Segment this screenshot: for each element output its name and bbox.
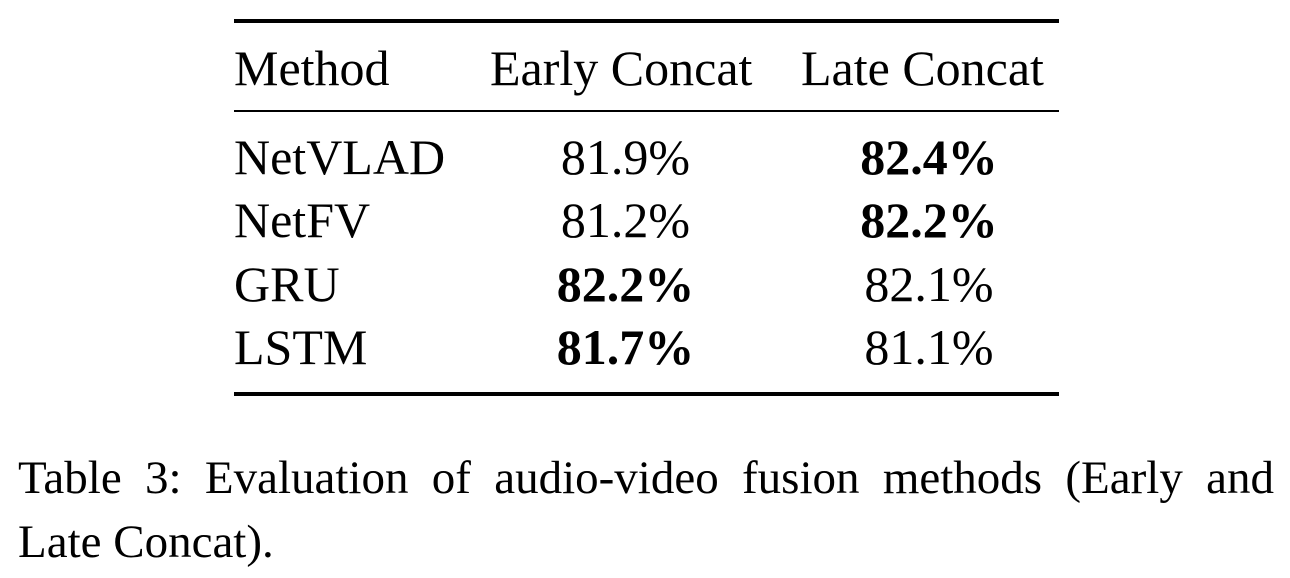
- late-concat-cell: 82.2%: [860, 192, 998, 248]
- header-late-concat: Late Concat: [801, 40, 1044, 96]
- early-concat-cell: 81.9%: [560, 129, 691, 185]
- method-cell: NetFV: [234, 192, 371, 248]
- late-concat-cell: 81.1%: [864, 319, 994, 375]
- early-concat-cell: 81.7%: [556, 319, 695, 375]
- early-concat-cell: 82.2%: [556, 256, 695, 312]
- table-top-rule: [234, 19, 1059, 23]
- late-concat-cell: 82.1%: [864, 256, 994, 312]
- header-method: Method: [234, 40, 390, 96]
- method-cell: NetVLAD: [234, 129, 446, 185]
- early-concat-cell: 81.2%: [560, 192, 691, 248]
- table-caption: Table 3: Evaluation of audio-video fusio…: [18, 452, 1274, 568]
- method-cell: LSTM: [234, 319, 368, 375]
- table-bottom-rule: [234, 392, 1059, 396]
- table-header-rule: [234, 110, 1059, 112]
- header-early-concat: Early Concat: [490, 40, 753, 96]
- late-concat-cell: 82.4%: [860, 129, 998, 185]
- method-cell: GRU: [234, 256, 340, 312]
